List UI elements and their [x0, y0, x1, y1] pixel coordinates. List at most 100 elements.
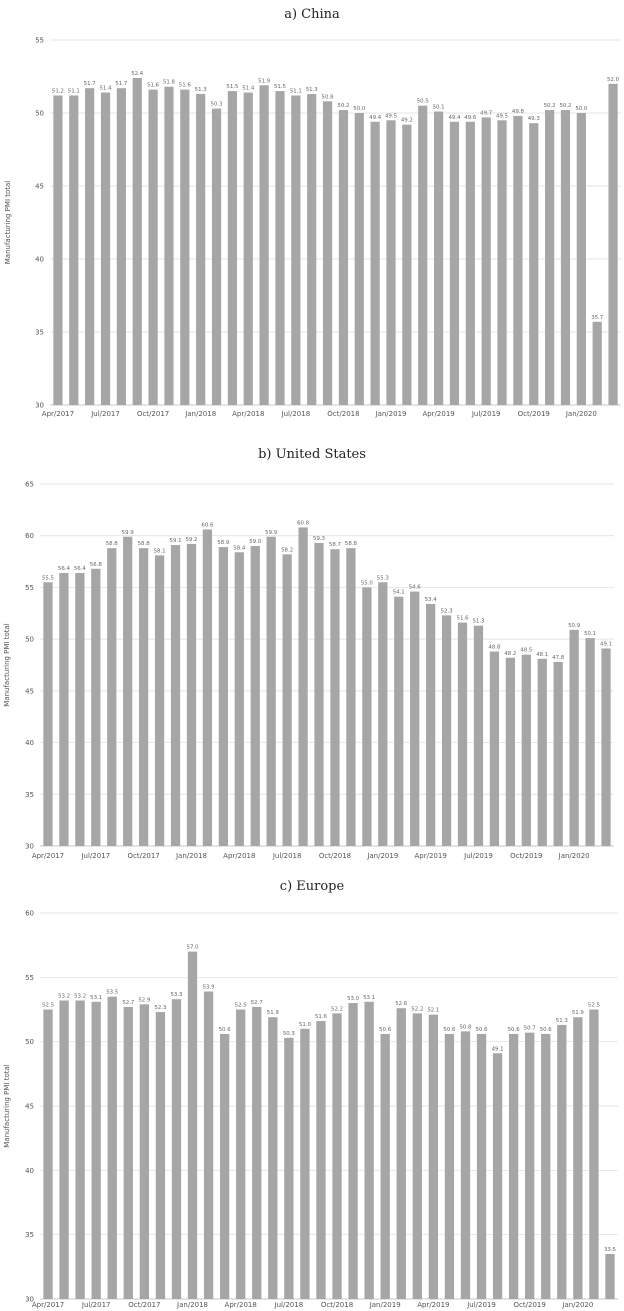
data-label: 52.7: [251, 1000, 263, 1006]
data-label: 51.6: [315, 1014, 328, 1020]
x-tick-label: Oct/2019: [510, 852, 542, 860]
bar: [164, 86, 174, 405]
x-tick-label: Jan/2018: [176, 1301, 208, 1309]
x-tick-label: Jul/2019: [471, 410, 501, 418]
data-label: 58.8: [345, 541, 358, 547]
bar: [396, 1008, 406, 1299]
x-tick-label: Oct/2018: [327, 410, 359, 418]
data-label: 50.6: [476, 1027, 489, 1033]
x-tick-label: Apr/2017: [32, 852, 64, 860]
bar: [569, 629, 579, 846]
bar: [402, 124, 412, 406]
bar: [573, 1017, 583, 1299]
bar: [219, 1033, 230, 1299]
data-label: 49.2: [401, 118, 413, 124]
bar: [170, 545, 181, 846]
y-tick-label: 55: [25, 974, 34, 982]
x-tick-label: Jan/2018: [175, 852, 207, 860]
bar: [426, 603, 436, 846]
x-tick-label: Apr/2019: [417, 1301, 449, 1309]
bar: [348, 1003, 358, 1299]
data-label: 54.6: [409, 585, 422, 591]
data-label: 50.1: [584, 631, 596, 637]
data-label: 59.9: [265, 530, 278, 536]
x-tick-label: Jul/2017: [81, 1301, 111, 1309]
data-label: 52.4: [131, 71, 144, 77]
y-tick-label: 50: [25, 1038, 34, 1046]
data-label: 52.7: [122, 1000, 134, 1006]
data-label: 51.9: [572, 1010, 585, 1016]
bar: [481, 117, 491, 405]
data-label: 52.3: [154, 1005, 166, 1011]
x-tick-label: Apr/2018: [232, 410, 264, 418]
y-tick-label: 45: [35, 183, 44, 191]
x-tick-label: Apr/2017: [42, 410, 74, 418]
bar: [250, 546, 260, 846]
bar: [557, 1024, 567, 1299]
data-label: 51.7: [84, 81, 96, 87]
bar: [489, 651, 500, 846]
bar: [338, 110, 349, 405]
data-label: 56.4: [74, 566, 87, 572]
bar: [203, 991, 214, 1299]
data-label: 53.3: [170, 992, 182, 998]
bar: [234, 552, 244, 846]
data-label: 48.5: [520, 648, 532, 654]
chart-china: a) China 30 35 40 45 50 55 Manufacturing PMI to…: [4, 7, 621, 418]
x-tick-label: Jan/2020: [561, 1301, 593, 1309]
bar: [386, 120, 396, 406]
data-label: 48.2: [504, 651, 516, 657]
bar: [85, 88, 95, 406]
y-tick-label: 30: [25, 1296, 34, 1304]
bar: [132, 77, 142, 406]
bar: [473, 625, 484, 846]
bar: [91, 1001, 101, 1299]
bar: [75, 572, 85, 846]
bar: [537, 658, 547, 846]
bar: [449, 121, 460, 405]
data-label: 50.1: [433, 105, 445, 111]
bar: [412, 1013, 422, 1299]
data-label: 52.3: [441, 608, 453, 614]
bar: [139, 548, 149, 846]
data-label: 59.9: [122, 530, 135, 536]
x-tick-label: Jan/2020: [558, 852, 590, 860]
bar: [266, 536, 276, 846]
bar: [196, 94, 206, 406]
data-label: 51.7: [115, 81, 127, 87]
bar: [100, 92, 111, 405]
data-label: 51.1: [290, 88, 302, 94]
data-label: 60.8: [297, 520, 310, 526]
data-label: 49.8: [512, 109, 525, 115]
y-axis-label: Manufacturing PMI total: [3, 623, 11, 707]
bar: [529, 123, 539, 405]
bar: [434, 111, 444, 405]
data-label: 48.8: [488, 645, 501, 651]
data-label: 58.4: [233, 545, 246, 551]
data-label: 51.6: [457, 616, 470, 622]
data-label: 51.9: [267, 1010, 280, 1016]
x-tick-label: Jan/2020: [565, 410, 597, 418]
x-tick-label: Oct/2017: [128, 1301, 160, 1309]
bar: [525, 1032, 535, 1299]
bar: [601, 648, 611, 846]
bar: [154, 555, 165, 846]
x-tick-label: Jan/2019: [375, 410, 407, 418]
y-tick-label: 45: [25, 1103, 34, 1111]
y-tick-label: 65: [25, 481, 34, 489]
data-label: 58.8: [106, 541, 119, 547]
chart-title: a) China: [284, 7, 340, 22]
bar: [180, 89, 190, 405]
x-tick-label: Jul/2017: [90, 410, 120, 418]
y-tick-label: 40: [35, 256, 44, 264]
chart-title: c) Europe: [280, 879, 345, 894]
data-label: 57.0: [187, 945, 200, 951]
bar: [69, 95, 79, 405]
bar: [59, 572, 69, 846]
data-label: 52.9: [138, 997, 151, 1003]
data-label: 51.4: [100, 86, 113, 92]
bar: [43, 582, 53, 846]
bar: [505, 657, 515, 846]
data-label: 33.5: [604, 1247, 616, 1253]
bar: [428, 1014, 439, 1299]
